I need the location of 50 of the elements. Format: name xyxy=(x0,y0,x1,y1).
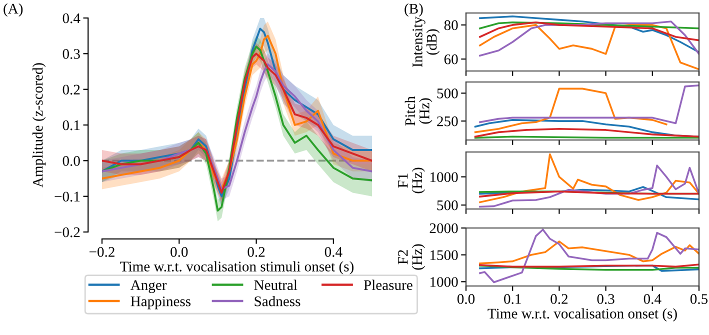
y-tick-label: 250 xyxy=(437,116,458,126)
y-tick-label: 0.1 xyxy=(62,120,80,130)
y-tick-label: 1000 xyxy=(430,277,458,287)
x-tick-label: 0.1 xyxy=(504,294,521,304)
y-axis-title: Intensity (dB) xyxy=(412,16,440,67)
x-tick-label: 0.4 xyxy=(324,247,342,257)
y-tick-label: 0.2 xyxy=(62,84,80,95)
line-series xyxy=(479,24,699,70)
x-tick-label: 0.3 xyxy=(597,294,614,304)
y-tick-label: 60 xyxy=(444,54,458,64)
y-tick-label: 0.3 xyxy=(62,49,80,59)
y-tick-label: 80 xyxy=(444,20,458,30)
x-tick-label: 0.5 xyxy=(690,294,708,304)
x-tick-label: −0.2 xyxy=(90,247,114,257)
y-axis-title: F2 (Hz) xyxy=(398,244,426,270)
text: (B) xyxy=(404,3,423,17)
line-series xyxy=(474,88,668,134)
legend-label: Neutral xyxy=(254,280,298,290)
line-series xyxy=(474,128,699,138)
text: (A) xyxy=(4,3,23,17)
line-series xyxy=(479,153,699,204)
line-series xyxy=(479,240,699,264)
x-axis-title: Time w.r.t. vocalisation onset (s) xyxy=(488,308,677,322)
y-axis-title: Pitch (Hz) xyxy=(404,96,432,126)
x-tick-label: 0.4 xyxy=(644,294,662,304)
y-tick-label: 2000 xyxy=(430,223,458,234)
y-tick-label: 500 xyxy=(437,88,458,98)
y-tick-label: −0.1 xyxy=(54,192,80,202)
line-series xyxy=(479,164,699,208)
legend-label: Anger xyxy=(130,280,167,294)
x-tick-label: 0.0 xyxy=(457,294,475,304)
y-tick-label: −0.2 xyxy=(54,227,80,238)
x-tick-label: 0.2 xyxy=(248,247,265,257)
y-tick-label: 1000 xyxy=(430,172,458,182)
y-tick-label: 0.0 xyxy=(62,156,80,166)
line-series xyxy=(479,84,699,124)
x-tick-label: 0.0 xyxy=(170,247,188,257)
y-tick-label: 0.4 xyxy=(62,13,80,24)
legend-label: Pleasure xyxy=(364,280,412,290)
line-series xyxy=(479,20,699,57)
line-series xyxy=(479,228,699,284)
legend-label: Happiness xyxy=(130,296,191,310)
y-tick-label: 500 xyxy=(437,200,458,210)
y-axis-title: F1 (Hz) xyxy=(398,168,426,194)
line-series xyxy=(479,21,699,42)
y-tick-label: 1500 xyxy=(430,250,458,260)
x-tick-label: 0.2 xyxy=(550,294,568,304)
y-axis-title: Amplitude (z-scored) xyxy=(32,63,46,188)
legend-label: Sadness xyxy=(254,296,300,306)
x-axis-title: Time w.r.t. vocalisation stimuli onset (s) xyxy=(120,261,354,274)
